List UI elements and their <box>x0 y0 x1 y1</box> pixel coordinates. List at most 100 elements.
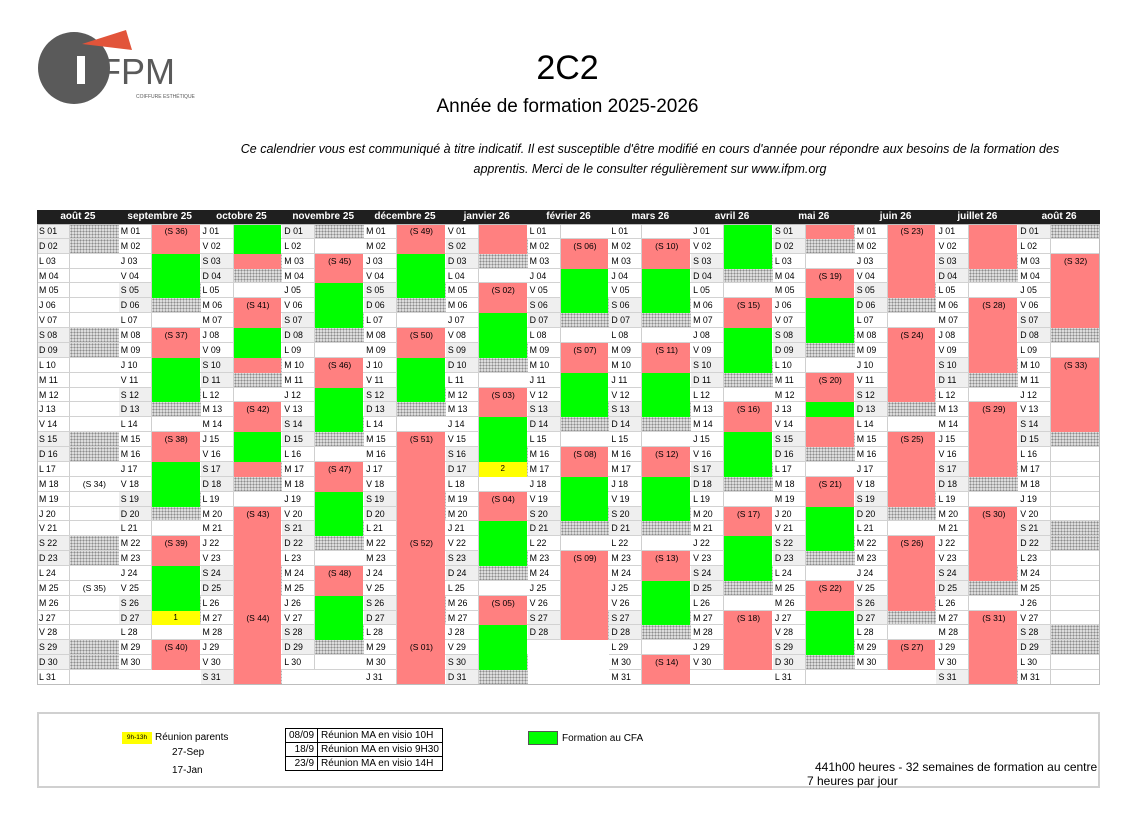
status-cell <box>478 253 528 269</box>
day-cell: M 11 <box>1018 372 1052 388</box>
day-cell: J 17 <box>364 461 398 477</box>
status-cell <box>1051 239 1100 254</box>
day-cell: S 28 <box>1018 625 1052 641</box>
week-number: (S 47) <box>328 463 352 474</box>
status-cell <box>887 298 937 314</box>
day-cell: S 14 <box>282 417 316 433</box>
week-number: (S 11) <box>655 344 679 355</box>
status-cell <box>724 372 773 388</box>
day-cell: D 20 <box>118 506 152 522</box>
status-cell <box>805 447 855 462</box>
legend-box: 9h-13h Réunion parents 27-Sep 17-Jan 08/… <box>37 712 1100 788</box>
week-number: (S 39) <box>164 538 188 549</box>
status-cell <box>805 462 855 477</box>
week-number: (S 06) <box>573 240 597 251</box>
day-cell: S 19 <box>364 491 398 507</box>
status-cell <box>151 506 201 522</box>
entreprise-block <box>642 447 691 477</box>
day-cell: V 09 <box>936 342 970 358</box>
status-cell <box>805 342 855 358</box>
day-cell: D 13 <box>364 402 398 418</box>
day-cell: M 01 <box>854 224 888 239</box>
month-header: novembre 25 <box>282 210 365 224</box>
day-cell: J 05 <box>282 283 316 299</box>
status-cell <box>1051 447 1100 462</box>
status-cell <box>397 298 446 314</box>
status-cell <box>70 313 119 329</box>
formation-block <box>805 610 854 656</box>
day-cell: L 21 <box>854 521 888 537</box>
day-cell: D 21 <box>527 521 561 537</box>
day-cell: J 13 <box>37 402 70 418</box>
day-cell: M 30 <box>364 655 398 671</box>
formation-block <box>724 224 772 269</box>
week-number: (S 14) <box>655 657 679 668</box>
status-cell <box>969 492 1019 507</box>
day-cell: M 27 <box>691 610 725 626</box>
week-number: (S 48) <box>328 568 352 578</box>
day-cell: M 04 <box>37 268 70 284</box>
week-number: (S 12) <box>655 449 679 460</box>
day-cell: D 01 <box>282 224 316 239</box>
day-cell: M 20 <box>200 506 234 522</box>
status-cell <box>724 476 773 492</box>
day-cell: M 18 <box>1018 476 1052 492</box>
entreprise-block <box>969 298 1018 373</box>
notice-line-2: apprentis. Merci de le consulter réguliè… <box>473 162 827 176</box>
status-cell <box>70 402 119 418</box>
status-cell <box>560 313 610 329</box>
day-cell: D 11 <box>936 372 970 388</box>
status-cell <box>887 506 937 522</box>
day-cell: V 16 <box>691 447 725 462</box>
day-cell: S 17 <box>691 461 725 477</box>
day-cell: M 26 <box>445 595 479 611</box>
entreprise-block <box>315 253 364 284</box>
status-cell <box>478 581 528 596</box>
day-cell: M 01 <box>118 224 152 239</box>
day-cell: M 28 <box>936 625 970 641</box>
day-cell: M 08 <box>854 328 888 343</box>
formation-block <box>724 432 772 477</box>
day-cell: J 10 <box>118 357 152 373</box>
formation-block <box>151 566 200 611</box>
day-cell: S 10 <box>200 357 234 373</box>
day-cell: L 24 <box>772 566 806 581</box>
status-cell <box>724 388 773 403</box>
status-cell <box>642 417 692 433</box>
day-cell: L 30 <box>1018 655 1052 671</box>
day-cell: L 21 <box>364 521 398 537</box>
entreprise-block <box>805 580 854 611</box>
day-cell: L 09 <box>282 342 316 358</box>
entreprise-block <box>560 551 609 641</box>
formation-block <box>642 580 691 626</box>
day-cell: D 09 <box>37 342 70 358</box>
day-cell: M 26 <box>772 595 806 611</box>
status-cell <box>724 268 773 284</box>
day-cell: D 10 <box>445 357 479 373</box>
day-cell: S 08 <box>37 328 70 343</box>
day-cell: M 10 <box>527 357 561 373</box>
day-cell: V 07 <box>37 313 70 329</box>
day-cell: S 05 <box>364 283 398 299</box>
day-cell: S 03 <box>200 253 234 269</box>
entreprise-block <box>887 224 936 299</box>
day-cell: J 08 <box>200 328 234 343</box>
day-cell: M 23 <box>854 551 888 566</box>
day-cell: L 29 <box>609 640 643 656</box>
status-cell <box>560 432 610 448</box>
day-cell: M 25 <box>1018 580 1052 596</box>
day-cell: D 23 <box>37 551 70 566</box>
status-cell <box>560 536 610 552</box>
status-cell <box>315 536 365 552</box>
day-cell: M 01 <box>364 224 398 239</box>
week-number: (S 15) <box>736 300 761 311</box>
status-cell <box>478 477 528 492</box>
day-cell: S 08 <box>772 328 806 343</box>
status-cell <box>1051 640 1100 656</box>
entreprise-block <box>233 506 282 685</box>
day-cell: M 17 <box>1018 461 1052 477</box>
day-cell: J 27 <box>37 610 70 626</box>
week-number: (S 30) <box>982 508 1006 519</box>
day-cell: J 29 <box>200 640 234 656</box>
ma-date: 23/9 <box>284 756 319 771</box>
